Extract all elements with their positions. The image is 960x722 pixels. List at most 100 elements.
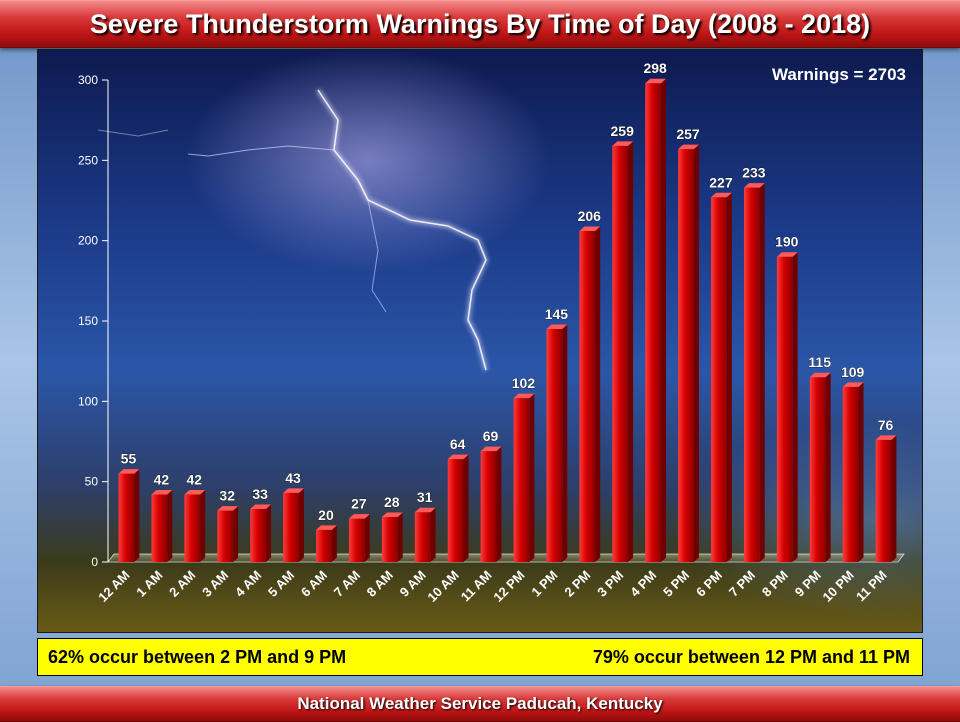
bar <box>414 512 431 562</box>
data-label: 20 <box>318 507 334 523</box>
lightning-decoration <box>97 88 489 371</box>
bar-side <box>430 507 436 562</box>
bar-top <box>513 393 535 399</box>
data-label: 233 <box>742 165 766 181</box>
y-tick-label: 150 <box>78 314 98 328</box>
x-tick-label: 11 PM <box>853 568 890 605</box>
bar-top <box>612 141 634 146</box>
bar <box>546 329 563 562</box>
summary-strip: 62% occur between 2 PM and 9 PM 79% occu… <box>37 638 923 676</box>
x-tick-label: 8 PM <box>759 568 791 600</box>
bar <box>283 492 299 562</box>
x-tick-label: 5 PM <box>660 568 692 600</box>
data-label: 190 <box>775 234 799 250</box>
bar-top <box>842 382 864 387</box>
bar <box>480 451 497 562</box>
data-label: 55 <box>121 451 137 467</box>
data-label: 27 <box>351 496 367 512</box>
bar-side <box>397 512 403 562</box>
summary-note-left: 62% occur between 2 PM and 9 PM <box>48 647 347 667</box>
data-label: 298 <box>643 60 667 76</box>
summary-note-right: 79% occur between 12 PM and 11 PM <box>592 647 910 667</box>
bar-top <box>151 490 173 495</box>
bar-side <box>891 435 897 562</box>
bar <box>842 386 859 562</box>
x-tick-label: 12 AM <box>95 568 132 605</box>
bar-side <box>233 506 239 562</box>
bar-top <box>480 446 502 452</box>
bar-top <box>678 144 699 150</box>
bar <box>151 494 168 562</box>
bar-side <box>331 525 337 562</box>
bar-side <box>693 144 699 562</box>
bar <box>612 145 629 562</box>
data-label: 42 <box>187 472 203 488</box>
x-tick-label: 5 AM <box>265 568 297 600</box>
data-label: 145 <box>545 306 569 322</box>
bar <box>184 494 201 562</box>
bar-top <box>381 512 403 518</box>
x-tick-label: 11 AM <box>458 568 495 605</box>
bar-side <box>562 324 568 562</box>
x-tick-label: 3 PM <box>594 568 626 600</box>
bar-top <box>348 514 370 519</box>
bar-top <box>546 324 568 330</box>
x-tick-label: 2 AM <box>166 568 198 600</box>
x-tick-label: 7 PM <box>726 568 758 600</box>
bar-side <box>266 504 272 562</box>
x-tick-label: 8 AM <box>364 568 396 600</box>
y-tick-label: 250 <box>78 153 98 167</box>
data-label: 76 <box>878 417 894 433</box>
total-warnings-annotation: Warnings = 2703 <box>772 65 906 84</box>
y-tick-label: 0 <box>91 555 98 569</box>
bar <box>513 398 530 562</box>
data-label: 69 <box>483 428 499 444</box>
x-tick-label: 6 AM <box>298 568 330 600</box>
bar <box>217 510 234 562</box>
y-tick-label: 100 <box>78 394 98 408</box>
bar <box>776 256 793 562</box>
x-tick-label: 6 PM <box>693 568 725 600</box>
y-tick-label: 200 <box>78 234 98 248</box>
bar-top <box>118 469 140 474</box>
bar <box>743 187 760 562</box>
x-tick-label: 3 AM <box>199 568 231 600</box>
data-label: 102 <box>512 375 536 391</box>
x-tick-label: 10 PM <box>820 568 857 605</box>
data-label: 227 <box>709 174 733 190</box>
data-label: 206 <box>578 208 602 224</box>
bar-side <box>825 372 831 562</box>
bar-side <box>298 488 304 562</box>
bar-top <box>283 488 304 493</box>
bar-top <box>447 454 469 460</box>
bar <box>316 529 332 562</box>
bar-top <box>316 525 337 530</box>
bar-side <box>726 192 732 562</box>
bar-side <box>134 469 140 562</box>
bar-top <box>579 226 601 232</box>
x-tick-label: 12 PM <box>490 568 527 605</box>
chart-floor <box>107 553 905 563</box>
bar <box>348 518 365 562</box>
bar <box>678 149 694 562</box>
bar <box>381 517 398 562</box>
data-label: 31 <box>417 489 433 505</box>
bar-side <box>595 226 601 562</box>
bar-side <box>167 490 173 562</box>
bar-side <box>200 490 206 562</box>
data-label: 109 <box>841 364 865 380</box>
bar-top <box>711 192 732 198</box>
x-tick-label: 1 PM <box>528 568 560 600</box>
y-tick-label: 300 <box>78 73 98 87</box>
bar-top <box>414 507 436 513</box>
bar-side <box>858 382 864 562</box>
data-label: 64 <box>450 436 466 452</box>
x-tick-label: 4 PM <box>627 568 659 600</box>
bar <box>809 377 826 562</box>
bar-top <box>809 372 831 378</box>
bar <box>645 83 662 563</box>
bar <box>579 231 596 562</box>
data-label: 33 <box>252 486 268 502</box>
data-label: 28 <box>384 494 400 510</box>
